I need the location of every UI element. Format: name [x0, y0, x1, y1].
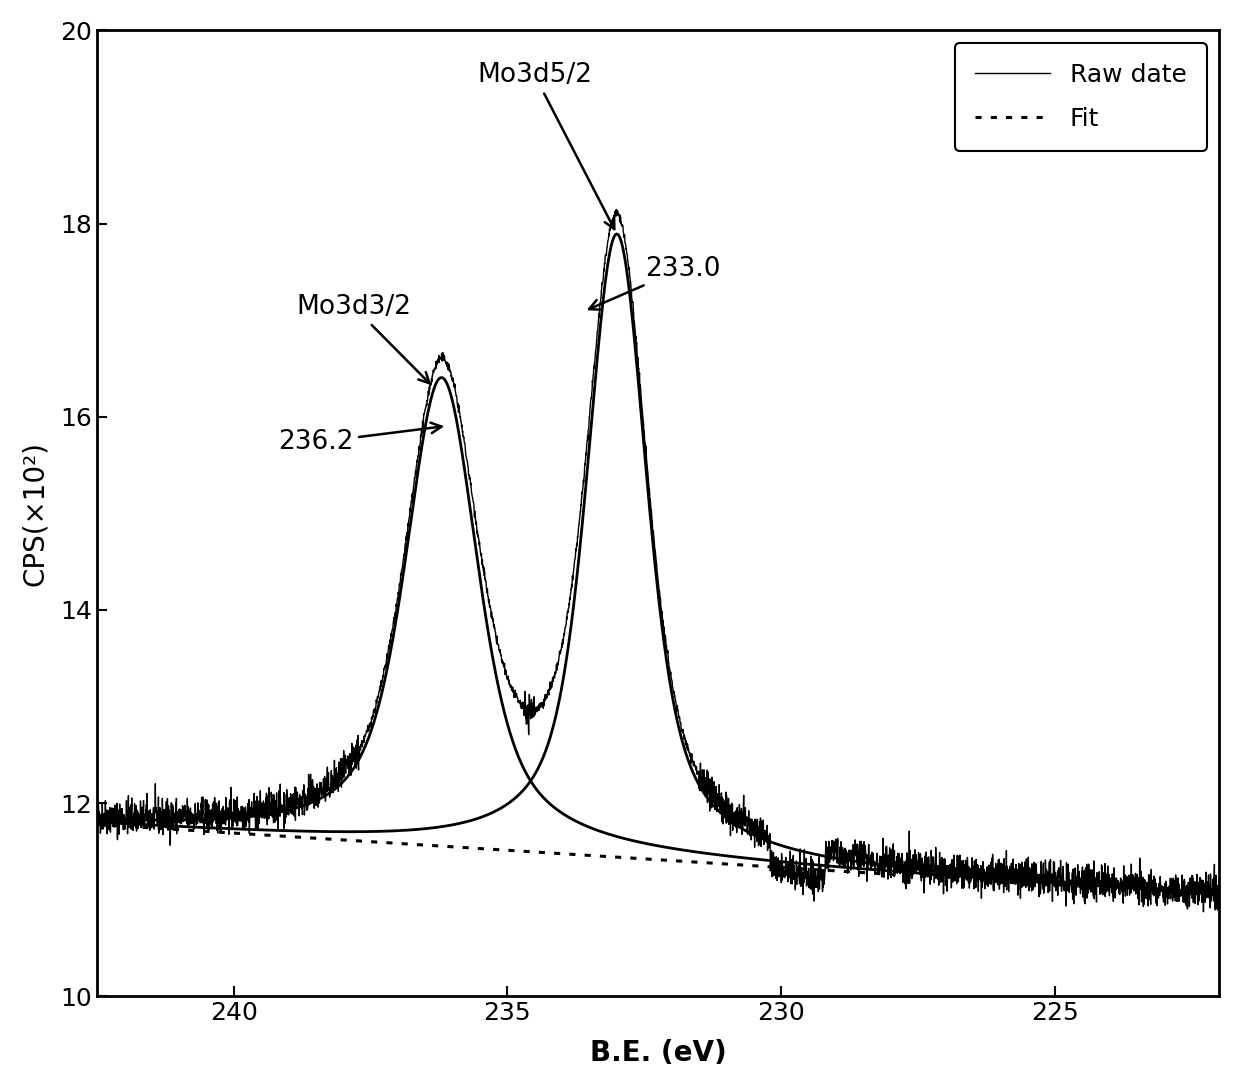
Text: 236.2: 236.2 [278, 422, 441, 456]
Text: 233.0: 233.0 [589, 256, 720, 310]
Line: Raw date: Raw date [97, 210, 1219, 912]
Y-axis label: CPS(×10²): CPS(×10²) [21, 441, 48, 585]
Fit [1211, 889, 1226, 902]
Fit [905, 869, 920, 882]
Fit [89, 818, 104, 831]
Raw date [1211, 882, 1226, 895]
Fit [570, 849, 585, 862]
Raw date [1122, 868, 1137, 881]
Raw date [89, 806, 104, 819]
Raw date [1197, 905, 1211, 918]
Text: Mo3d3/2: Mo3d3/2 [296, 294, 429, 383]
Fit [1121, 882, 1136, 895]
Fit [622, 852, 637, 865]
X-axis label: B.E. (eV): B.E. (eV) [589, 1039, 727, 1067]
Raw date [622, 275, 637, 288]
Text: Mo3d5/2: Mo3d5/2 [477, 62, 614, 230]
Fit [560, 848, 575, 861]
Raw date [609, 203, 624, 217]
Fit [1177, 887, 1192, 900]
Raw date [560, 603, 575, 616]
Line: Fit: Fit [97, 825, 1219, 895]
Raw date [905, 863, 920, 876]
Raw date [570, 539, 585, 552]
Legend: Raw date, Fit: Raw date, Fit [955, 42, 1207, 151]
Raw date [1178, 881, 1193, 894]
